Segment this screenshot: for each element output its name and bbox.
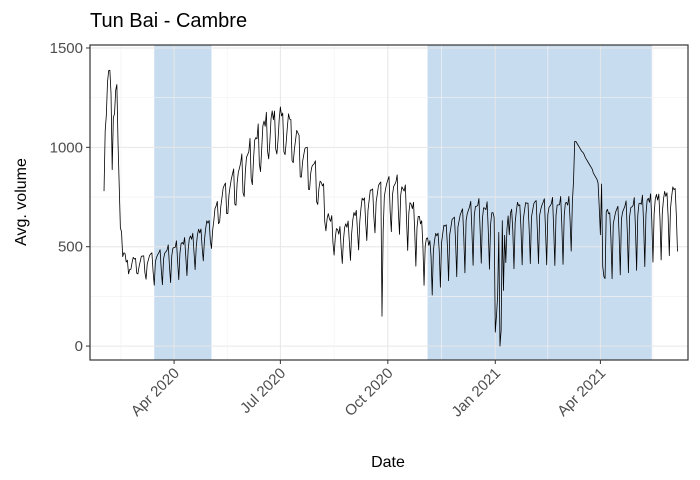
y-axis-title: Avg. volume (13, 158, 30, 246)
plot-frame (89, 44, 689, 361)
y-tick-label: 1500 (50, 40, 83, 57)
x-tick-label: Jan 2021 (448, 365, 504, 421)
x-tick-label: Jul 2020 (237, 365, 289, 417)
x-tick-label: Apr 2020 (128, 365, 183, 420)
shaded-period-2 (427, 45, 652, 360)
y-tick-label: 1000 (50, 139, 83, 156)
series-volume (103, 69, 678, 347)
x-tick-label: Oct 2020 (342, 365, 397, 420)
series-line (103, 69, 678, 347)
x-axis-title: Date (371, 454, 405, 471)
x-axis: Apr 2020 Jul 2020 Oct 2020 Jan 2021 Apr 2021 (128, 360, 609, 420)
y-tick-label: 500 (58, 239, 83, 256)
shaded-period-1 (154, 45, 212, 360)
y-axis: 0 500 1000 1500 (50, 40, 90, 355)
y-tick-label: 0 (75, 338, 83, 355)
plot-border (89, 44, 689, 361)
x-tick-label: Apr 2021 (554, 365, 609, 420)
chart-title: Tun Bai - Cambre (90, 10, 247, 32)
